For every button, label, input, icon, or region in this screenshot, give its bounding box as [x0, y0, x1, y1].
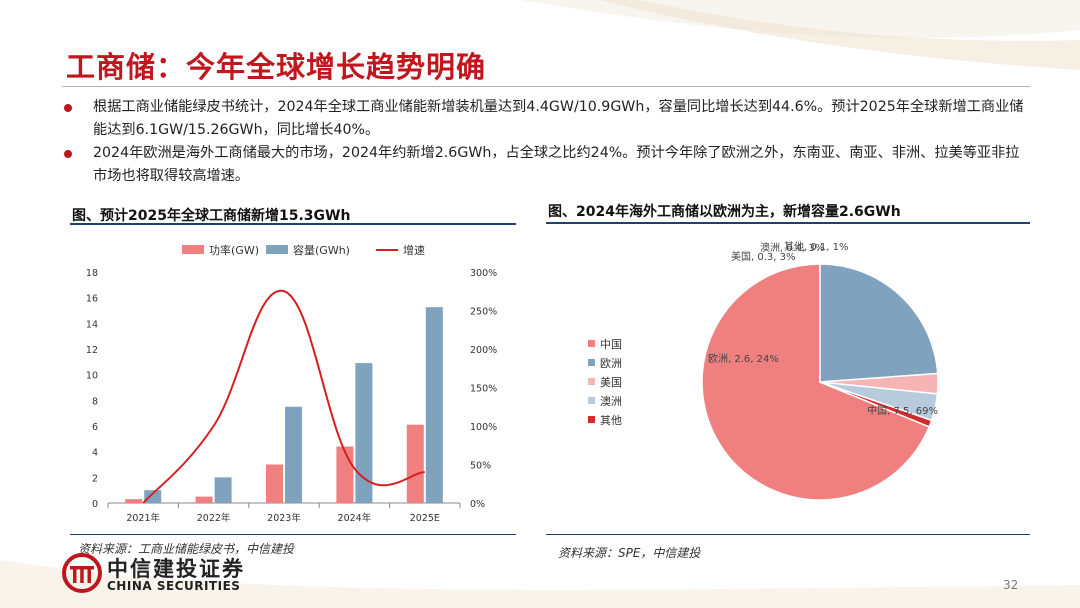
y-right-tick-label: 200% [470, 345, 497, 356]
right-figure-title: 图、2024年海外工商储以欧洲为主，新增容量2.6GWh [548, 204, 901, 220]
legend-label: 其他 [600, 414, 622, 427]
bullet-item: 根据工商业储能绿皮书统计，2024年全球工商业储能新增装机量达到4.4GW/10… [64, 96, 1026, 142]
y-right-tick-label: 50% [470, 461, 491, 472]
capacity-bar [214, 477, 232, 503]
legend-label: 功率(GW) [209, 243, 259, 257]
pie-slice-label: 美国, 0.3, 3% [731, 250, 795, 263]
bullet-dot-icon [64, 150, 72, 158]
pie-slice [701, 263, 931, 501]
chart-axes: 0 2 4 6 8 10 12 14 16 18 0% 50% 100% 150% 200% 250% 300%… [86, 268, 497, 524]
capacity-bar [355, 363, 373, 503]
capacity-bar [144, 490, 162, 503]
y-left-tick-label: 8 [92, 396, 98, 407]
y-left-tick-label: 4 [92, 448, 98, 459]
power-bar [266, 464, 283, 503]
legend-label: 澳洲 [600, 395, 622, 408]
legend-swatch [588, 416, 595, 423]
pie-slices [701, 263, 939, 501]
left-figure-bottom-rule [70, 534, 516, 535]
bullet-item: 2024年欧洲是海外工商储最大的市场，2024年约新增2.6GWh，占全球之比约… [64, 142, 1026, 188]
legend-swatch [182, 245, 204, 254]
x-tick-label: 2025E [410, 513, 440, 524]
bar-line-chart: 功率(GW) 容量(GWh) 增速 0 2 4 6 8 10 12 14 16 18 0% 50% 100%… [86, 243, 497, 524]
bullet-text: 根据工商业储能绿皮书统计，2024年全球工商业储能新增装机量达到4.4GW/10… [93, 99, 1024, 138]
y-left-tick-label: 0 [92, 499, 98, 510]
bullet-dot-icon [64, 104, 72, 112]
y-left-tick-label: 10 [86, 371, 98, 382]
y-left-tick-label: 18 [86, 268, 98, 279]
y-left-tick-label: 16 [86, 294, 98, 305]
pie-slice [819, 263, 939, 383]
logo-english-name: CHINA SECURITIES [107, 579, 241, 593]
chart-marks [125, 290, 443, 504]
legend-swatch [588, 378, 595, 385]
right-figure-bottom-rule [546, 534, 1030, 535]
y-right-tick-label: 100% [470, 422, 497, 433]
power-bar [195, 496, 213, 503]
left-figure-title: 图、预计2025年全球工商储新增15.3GWh [72, 208, 351, 224]
legend-swatch [266, 245, 288, 254]
y-right-tick-label: 300% [470, 268, 497, 279]
y-right-tick-label: 0% [470, 499, 485, 510]
pie-slice-label: 欧洲, 2.6, 24% [708, 353, 779, 365]
bullet-text: 2024年欧洲是海外工商储最大的市场，2024年约新增2.6GWh，占全球之比约… [93, 145, 1020, 184]
title-divider [62, 86, 1030, 87]
page-number: 32 [1003, 578, 1019, 592]
capacity-bar [285, 406, 302, 503]
page-title: 工商储：今年全球增长趋势明确 [66, 50, 487, 84]
pie-slice-label: 其他, 0.1, 1% [784, 240, 848, 253]
legend-swatch [588, 359, 595, 366]
growth-line [142, 290, 425, 504]
right-figure-source: 资料来源：SPE，中信建投 [558, 546, 701, 560]
y-right-tick-label: 250% [470, 307, 497, 318]
bullet-list: 根据工商业储能绿皮书统计，2024年全球工商业储能新增装机量达到4.4GW/10… [64, 96, 1026, 188]
legend-label: 中国 [600, 338, 622, 351]
y-left-tick-label: 2 [92, 473, 98, 484]
company-logo-icon [62, 553, 102, 593]
left-figure-source: 资料来源：工商业储能绿皮书，中信建投 [78, 542, 295, 556]
y-right-tick-label: 150% [470, 384, 497, 395]
legend-label: 增速 [403, 243, 425, 257]
power-bar [406, 424, 424, 503]
pie-slice-label: 中国, 7.5, 69% [867, 404, 938, 417]
y-left-tick-label: 12 [86, 345, 98, 356]
x-tick-label: 2023年 [267, 512, 301, 524]
left-figure-top-rule [70, 223, 516, 225]
legend-label: 容量(GWh) [293, 243, 350, 257]
legend-label: 欧洲 [600, 357, 622, 370]
y-left-tick-label: 6 [92, 422, 98, 433]
x-tick-label: 2024年 [338, 512, 372, 524]
legend-swatch [588, 397, 595, 404]
logo-chinese-name: 中信建投证券 [107, 557, 245, 581]
x-tick-label: 2021年 [126, 512, 160, 524]
x-tick-label: 2022年 [197, 512, 231, 524]
pie-labels: 中国, 7.5, 69% 欧洲, 2.6, 24% 美国, 0.3, 3%澳洲, 0… [708, 240, 938, 417]
right-figure-top-rule [546, 222, 1030, 224]
y-left-tick-label: 14 [86, 319, 98, 330]
pie-slice [819, 381, 933, 428]
legend-swatch [588, 340, 595, 347]
chart-legend: 功率(GW) 容量(GWh) 增速 [182, 243, 425, 257]
legend-label: 美国 [600, 376, 622, 389]
power-bar [336, 446, 354, 503]
power-bar [125, 499, 143, 503]
capacity-bar [425, 307, 443, 503]
pie-slice-label: 澳洲, 0.4, 3% [760, 241, 824, 254]
